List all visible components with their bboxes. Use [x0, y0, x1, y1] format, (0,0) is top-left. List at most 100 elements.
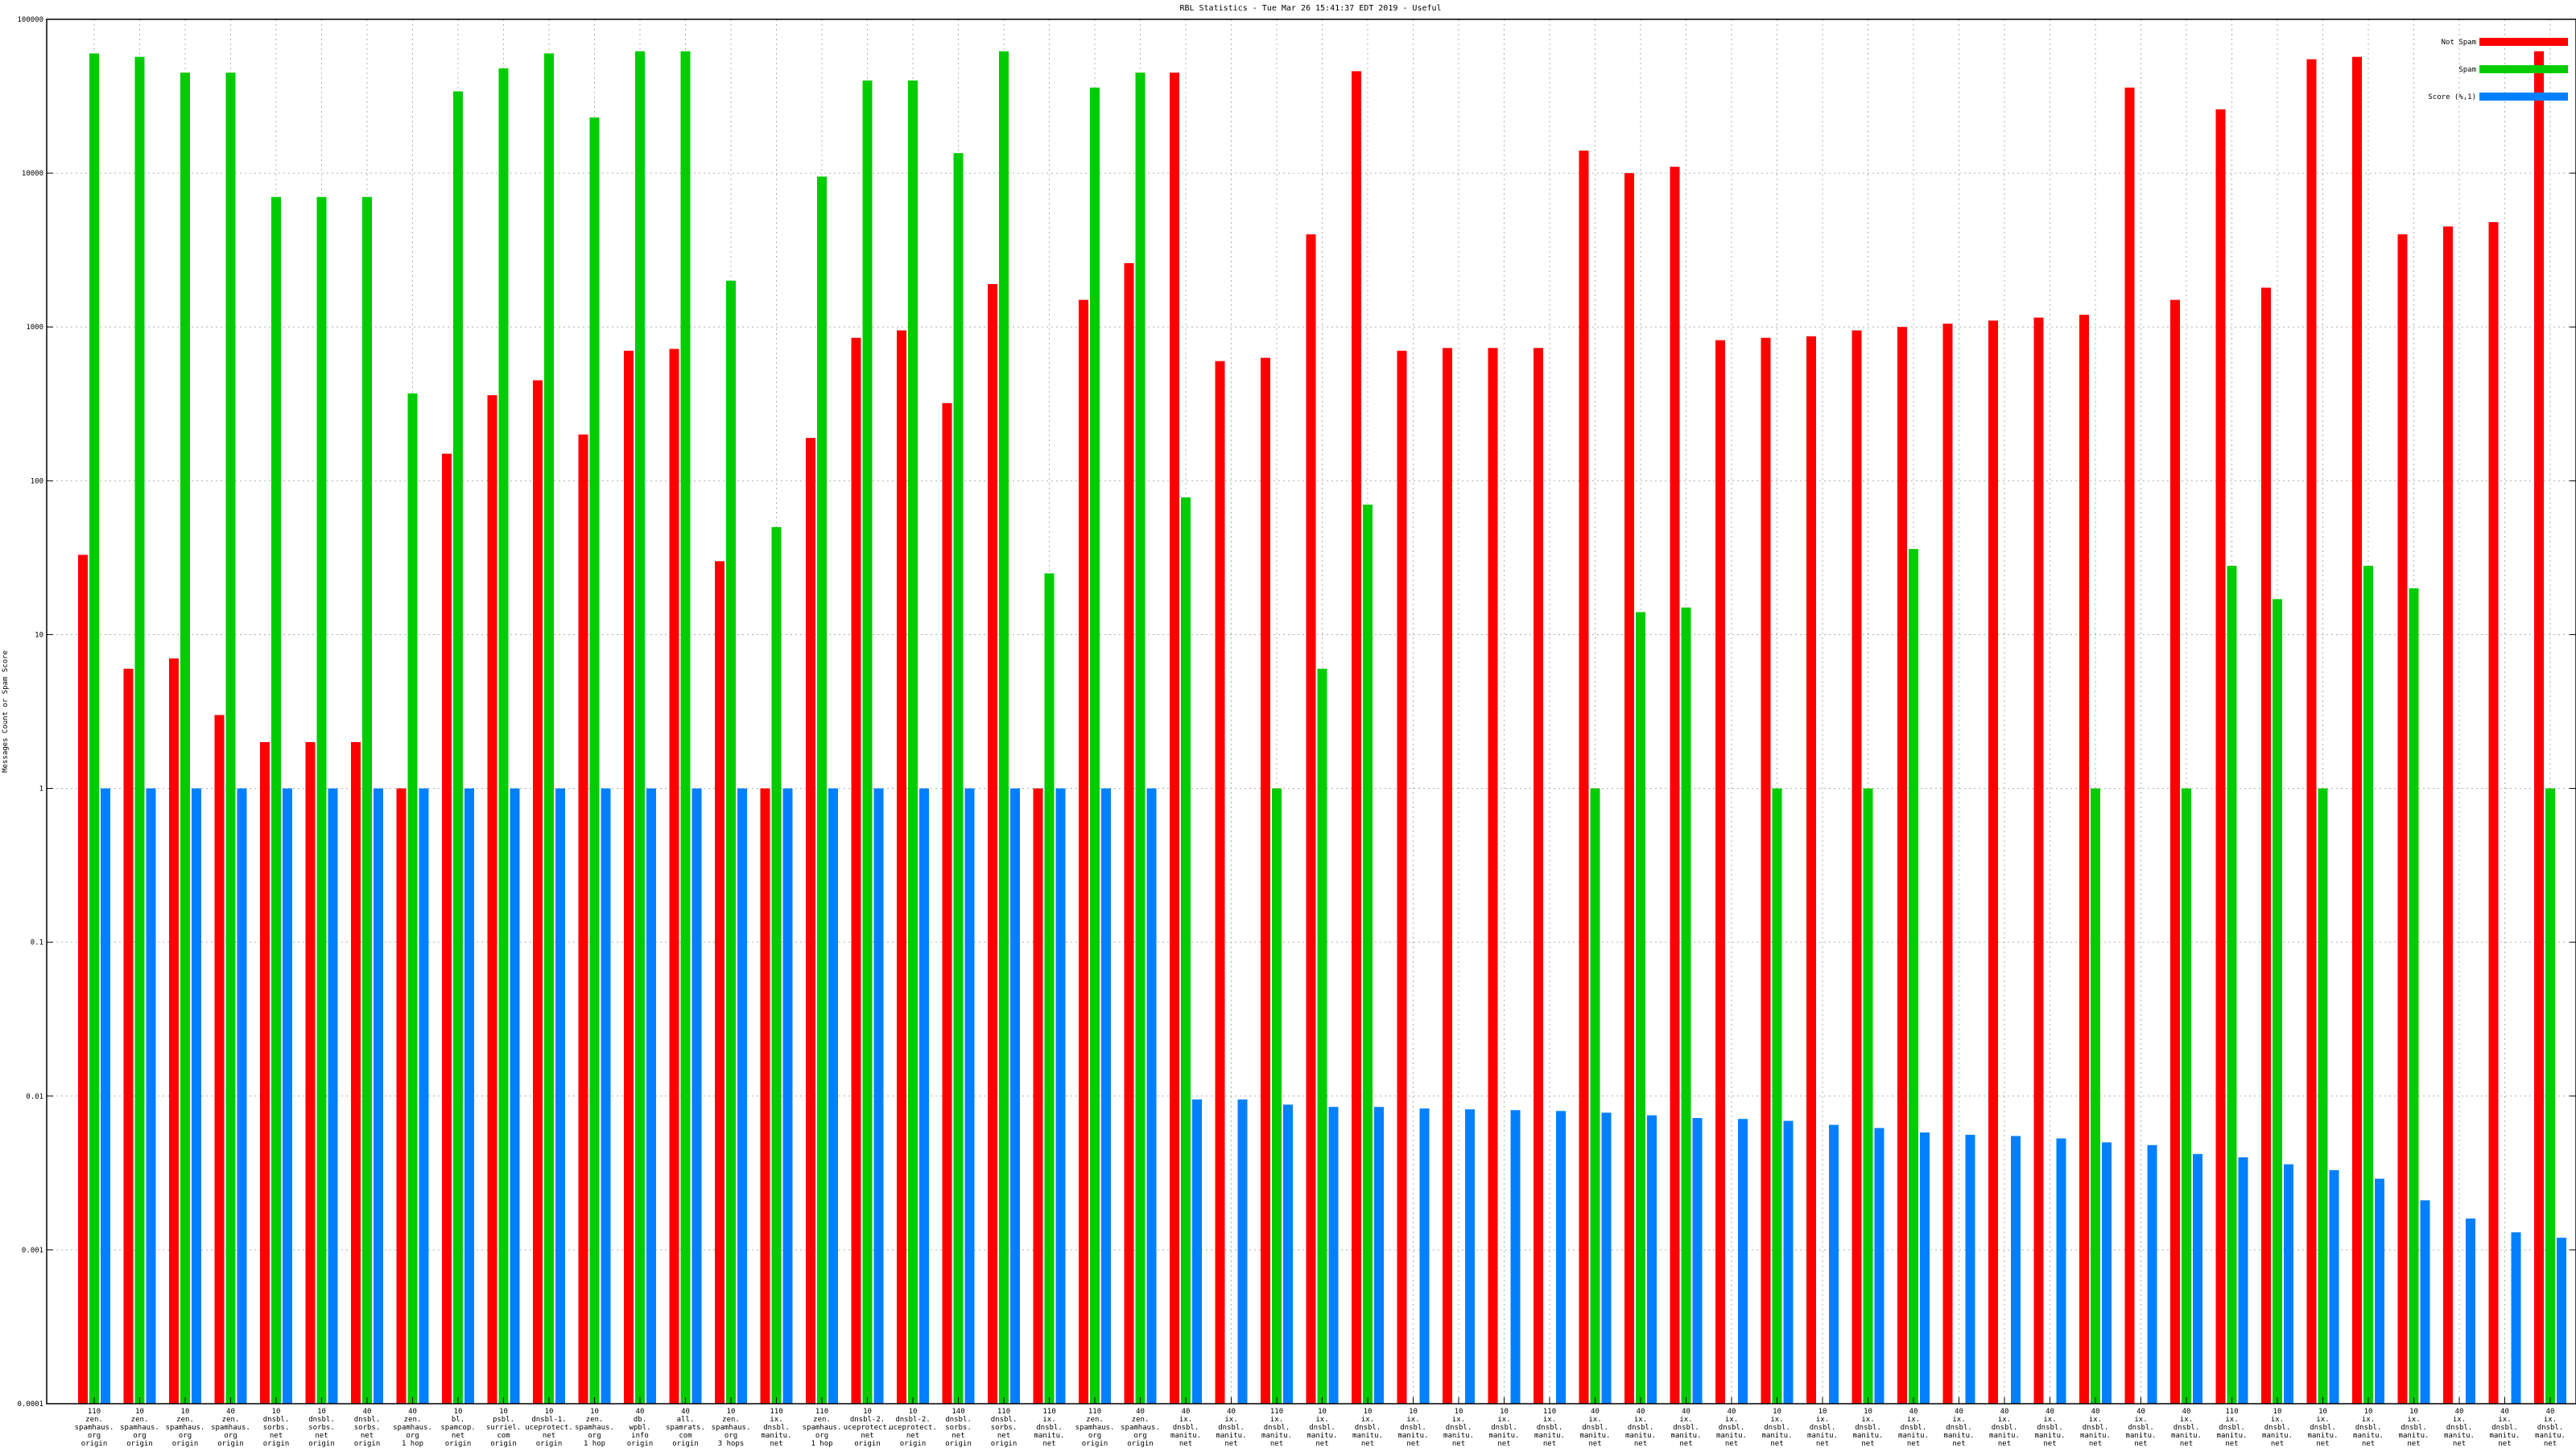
- x-category-label-line: ix.: [1952, 1416, 1965, 1424]
- x-category-label-line: 40: [1136, 1408, 1145, 1416]
- x-category-label-line: org: [406, 1432, 419, 1440]
- bar-not-spam: [2170, 299, 2180, 1404]
- x-category-label-line: spamhaus.: [1075, 1424, 1115, 1432]
- x-category-label-line: 10: [2318, 1408, 2327, 1416]
- x-category-label-line: ix.: [2271, 1416, 2284, 1424]
- bar-spam: [1317, 668, 1327, 1404]
- x-category-label-line: ix.: [1770, 1416, 1783, 1424]
- x-category-label-line: 10: [1864, 1408, 1872, 1416]
- bar-not-spam: [851, 337, 861, 1404]
- bar-not-spam: [2352, 56, 2362, 1404]
- bar-not-spam: [78, 555, 88, 1405]
- x-category-label-line: manitu.: [2308, 1432, 2339, 1440]
- x-category-label-line: dnsbl.: [2219, 1424, 2245, 1432]
- bar-score-1: [1010, 788, 1020, 1404]
- chart-title: RBL Statistics - Tue Mar 26 15:41:37 EDT…: [1179, 4, 1441, 13]
- x-category-label-line: dnsbl.: [1719, 1424, 1745, 1432]
- bar-spam: [726, 280, 736, 1405]
- x-category-label-line: uceprotect.: [525, 1424, 573, 1432]
- bar-score-1: [1465, 1109, 1475, 1404]
- x-category-label-line: manitu.: [1261, 1432, 1292, 1440]
- bars-layer: [78, 51, 2566, 1405]
- x-category-label-line: net: [315, 1432, 328, 1440]
- x-category-label-line: net: [1543, 1440, 1556, 1448]
- bar-spam: [2091, 788, 2100, 1404]
- bar-score-1: [737, 788, 747, 1404]
- x-category-label-line: dnsbl-2.: [850, 1416, 885, 1424]
- x-category-label-line: ix.: [1497, 1416, 1510, 1424]
- x-category-label-line: manitu.: [1625, 1432, 1656, 1440]
- x-category-label-line: 10: [727, 1408, 736, 1416]
- x-category-label-line: 110: [815, 1408, 828, 1416]
- x-category-label-line: spamhaus.: [211, 1424, 250, 1432]
- x-axis: 110zen.spamhaus.orgorigin10zen.spamhaus.…: [75, 1397, 2566, 1448]
- x-category-label-line: manitu.: [1671, 1432, 1702, 1440]
- bar-spam: [2182, 788, 2191, 1404]
- x-category-label-line: net: [2225, 1440, 2238, 1448]
- x-category-label-line: origin: [81, 1440, 108, 1448]
- x-category-label-line: uceprotect.: [844, 1424, 892, 1432]
- x-category-label-line: manitu.: [2262, 1432, 2293, 1440]
- x-category-label-line: ix.: [1816, 1416, 1829, 1424]
- x-category-label-line: dnsbl.: [2174, 1424, 2200, 1432]
- bar-score-1: [464, 788, 474, 1404]
- x-category-label-line: net: [1361, 1440, 1374, 1448]
- x-category-label-line: zen.: [404, 1416, 422, 1424]
- x-category-label-line: net: [2089, 1440, 2102, 1448]
- x-category-label-line: net: [1679, 1440, 1692, 1448]
- legend-label: Not Spam: [2442, 39, 2476, 47]
- bar-spam: [1772, 788, 1782, 1404]
- x-category-label-line: 10: [2364, 1408, 2373, 1416]
- x-category-label-line: manitu.: [1534, 1432, 1565, 1440]
- x-category-label-line: info: [631, 1432, 649, 1440]
- bar-score-1: [2557, 1237, 2566, 1404]
- bar-not-spam: [2488, 222, 2499, 1405]
- x-category-label-line: ix.: [1998, 1416, 2011, 1424]
- x-category-label-line: origin: [672, 1440, 699, 1448]
- bar-score-1: [1328, 1107, 1339, 1404]
- bar-not-spam: [1033, 788, 1043, 1404]
- x-category-label-line: manitu.: [2490, 1432, 2520, 1440]
- bar-spam: [1681, 607, 1691, 1404]
- x-category-label-line: zen.: [813, 1416, 831, 1424]
- x-category-label-line: dnsbl.: [2537, 1424, 2564, 1432]
- x-category-label-line: zen.: [176, 1416, 194, 1424]
- x-category-label-line: origin: [308, 1440, 335, 1448]
- bar-score-1: [1419, 1108, 1430, 1404]
- bar-spam: [817, 176, 827, 1404]
- x-category-label-line: 10: [1364, 1408, 1373, 1416]
- bar-not-spam: [1534, 348, 1543, 1404]
- bar-not-spam: [1988, 320, 1998, 1404]
- x-category-label-line: 40: [1955, 1408, 1963, 1416]
- bar-not-spam: [123, 668, 134, 1404]
- bar-score-1: [510, 788, 520, 1404]
- bar-score-1: [2056, 1138, 2066, 1404]
- bar-score-1: [1783, 1120, 1794, 1404]
- y-tick-label: 10: [35, 631, 43, 639]
- x-category-label-line: 10: [1500, 1408, 1509, 1416]
- x-category-label-line: dnsbl.: [308, 1416, 335, 1424]
- bar-not-spam: [2124, 87, 2135, 1404]
- x-category-label-line: 3 hops: [718, 1440, 745, 1448]
- x-category-label-line: net: [1270, 1440, 1283, 1448]
- x-category-label-line: net: [2271, 1440, 2284, 1448]
- x-category-label-line: surriel.: [486, 1424, 521, 1432]
- bar-spam: [134, 56, 145, 1404]
- x-category-label-line: net: [1406, 1440, 1419, 1448]
- bar-spam: [589, 117, 600, 1404]
